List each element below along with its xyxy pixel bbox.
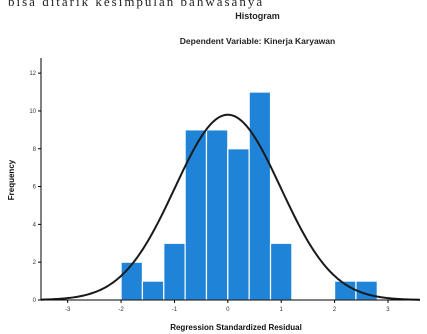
x-axis-label: Regression Standardized Residual [170, 323, 302, 332]
x-tick-label: -3 [65, 307, 71, 313]
histogram-bar-2 [163, 242, 186, 301]
x-tick-label: 0 [226, 307, 230, 313]
y-axis-label: Frequency [7, 159, 16, 200]
y-tick-label: 4 [33, 222, 37, 228]
histogram-bar-1 [141, 280, 165, 301]
bars-layer [120, 91, 378, 301]
histogram-bar-6 [248, 91, 272, 301]
y-tick-label: 10 [29, 109, 36, 115]
x-tick-label: -1 [172, 307, 178, 313]
histogram-bar-3 [184, 129, 208, 301]
x-tick-label: 1 [280, 307, 284, 313]
y-tick-label: 2 [33, 260, 37, 266]
top-paragraph-text: bisa ditarik kesimpulan bahwasanya [8, 0, 265, 9]
histogram-bar-5 [227, 148, 250, 301]
y-tick-label: 6 [33, 185, 37, 191]
x-tick-label: 3 [386, 307, 390, 313]
y-tick-label: 0 [33, 298, 37, 304]
histogram-bar-7 [269, 242, 293, 301]
y-tick-label: 12 [29, 71, 36, 77]
x-tick-label: -2 [118, 307, 124, 313]
histogram-bar-4 [205, 129, 229, 301]
chart-subtitle: Dependent Variable: Kinerja Karyawan [179, 36, 336, 46]
y-tick-label: 8 [33, 147, 37, 153]
histogram-bar-0 [120, 261, 144, 301]
x-tick-label: 2 [333, 307, 337, 313]
chart-title: Histogram [235, 11, 280, 21]
normal-curve [40, 113, 421, 301]
